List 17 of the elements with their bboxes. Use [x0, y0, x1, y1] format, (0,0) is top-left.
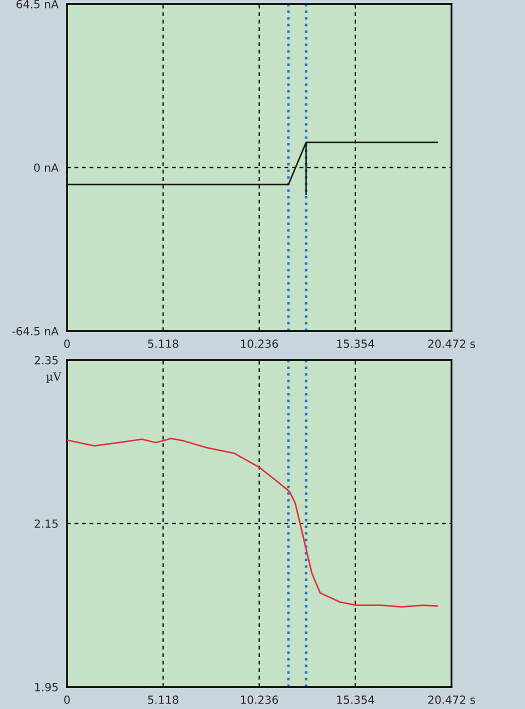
x-tick-label: 5.118 — [148, 696, 178, 704]
x-tick-label: 10.236 — [241, 696, 278, 704]
y-tick-label: 1.95 — [35, 682, 58, 692]
x-tick-label: 20.472 s — [428, 696, 476, 704]
x-tick-label: 5.118 — [148, 340, 178, 348]
y-axis-title: µV — [46, 372, 62, 383]
y-tick-label: -64.5 nA — [12, 326, 59, 336]
x-tick-label: 15.354 — [337, 696, 374, 704]
y-tick-label: 2.35 — [34, 356, 58, 364]
x-tick-label: 0 — [64, 696, 70, 704]
y-tick-label: 0 nA — [34, 163, 59, 172]
x-tick-label: 10.236 — [241, 340, 278, 348]
x-tick-label: 15.354 — [337, 340, 374, 348]
x-tick-label: 0 — [64, 340, 70, 348]
y-tick-label: 64.5 nA — [16, 0, 59, 8]
y-tick-label: 2.15 — [34, 519, 58, 528]
x-tick-label: 20.472 s — [428, 340, 476, 348]
